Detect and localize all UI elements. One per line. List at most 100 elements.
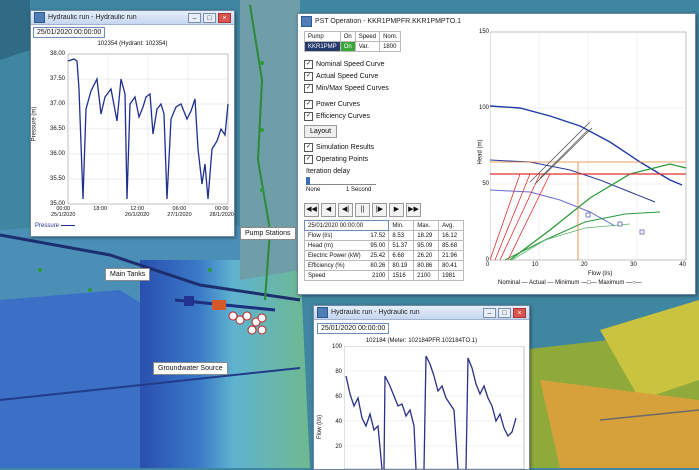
checkbox-icon[interactable]: ✓ — [304, 59, 313, 69]
simulation-results-checkbox[interactable]: ✓ Simulation Results — [304, 142, 374, 152]
first-frame-button[interactable]: ◀◀ — [304, 203, 319, 217]
app-icon — [301, 15, 312, 27]
checkbox-icon[interactable]: ✓ — [304, 154, 313, 164]
chart-title: 102184 (Meter: 102184PFR.102184TO.1) — [365, 338, 478, 344]
hydrant-chart-window[interactable]: Hydraulic run - Hydraulic run – □ × 25/0… — [30, 10, 235, 237]
row-current: 2100 — [372, 272, 386, 279]
pump-chart-xlabel: Flow (l/s) — [588, 271, 613, 277]
row-name: Head (m) — [308, 242, 334, 249]
meter-flow-chart[interactable] — [344, 346, 526, 469]
pump-id-cell[interactable]: KKR1PMP — [304, 41, 341, 52]
cell-max: 2100 — [413, 270, 440, 281]
y-axis-label: Flow (l/s) — [317, 414, 324, 440]
efficiency-curves-checkbox[interactable]: ✓ Efficiency Curves — [304, 111, 370, 121]
table-row: Speed 2100 1516 2100 1981 — [303, 270, 464, 281]
x-tick-labels: 00:00 25/1/2020 18:00 12:00 26/1/2020 06:0… — [51, 206, 234, 218]
step-back-button[interactable]: ◀ — [321, 203, 336, 217]
col-header: On — [339, 31, 356, 42]
cell-avg: 80.41 — [438, 260, 464, 271]
cell-avg: 1981 — [438, 270, 464, 281]
checkbox-icon[interactable]: ✓ — [304, 99, 313, 109]
col-header: Pump — [304, 31, 341, 42]
row-current: 80.26 — [370, 262, 386, 269]
efficiency-curve-2 — [504, 211, 661, 261]
back-button[interactable]: ◀| — [338, 203, 353, 217]
table-row[interactable]: KKR1PMP On Var. 1800 — [304, 41, 402, 52]
slider-thumb[interactable] — [306, 177, 310, 185]
row-name: Efficiency (%) — [308, 262, 345, 269]
close-icon[interactable]: × — [218, 12, 231, 23]
pump-nominal-cell[interactable]: 1800 — [379, 41, 402, 52]
forward-button[interactable]: |▶ — [372, 203, 387, 217]
cell-min: 51.37 — [388, 240, 415, 251]
row-current: 17.52 — [370, 232, 386, 239]
pump-curve-chart[interactable] — [490, 30, 690, 264]
row-name: Speed — [308, 272, 326, 279]
window-title: Hydraulic run - Hydraulic run — [331, 309, 420, 316]
checkbox-icon[interactable]: ✓ — [304, 71, 313, 81]
row-name: Electric Power (kW) — [308, 252, 361, 259]
cell-max: 18.29 — [413, 230, 440, 241]
cell-avg: 16.12 — [438, 230, 464, 241]
minimize-icon[interactable]: – — [188, 12, 201, 23]
window-title: PST Operation - KKR1PMPFR.KKR1PMPTO.1 — [315, 17, 462, 25]
cell-min: 1516 — [388, 270, 415, 281]
hydrant-window-titlebar[interactable]: Hydraulic run - Hydraulic run – □ × — [31, 11, 234, 25]
nominal-speed-checkbox[interactable]: ✓ Nominal Speed Curve — [304, 59, 385, 69]
timestamp-field[interactable]: 25/01/2020 00:00:00 — [303, 220, 390, 231]
row-name: Flow (l/s) — [308, 232, 333, 239]
table-row: Electric Power (kW) 25.42 6.68 26.20 21.9… — [303, 250, 464, 261]
window-title: Hydraulic run - Hydraulic run — [48, 14, 137, 21]
cell-max: 26.20 — [413, 250, 440, 261]
pump-table[interactable]: Pump On Speed Nom. KKR1PMP On Var. 1800 — [304, 31, 402, 52]
cell-avg: 85.68 — [438, 240, 464, 251]
timestamp-field[interactable]: 25/01/2020 00:00:00 — [317, 323, 390, 334]
checkbox-icon[interactable]: ✓ — [304, 142, 313, 152]
groundwater-source-label[interactable]: Groundwater Source — [153, 362, 228, 375]
chart-legend: Pressure — [35, 223, 75, 229]
min-speed-curve — [490, 189, 616, 227]
cell-min: 6.68 — [388, 250, 415, 261]
chart-title: 102354 (Hydrant: 102354) — [97, 41, 168, 47]
maximize-icon[interactable]: □ — [498, 307, 511, 318]
col-header: Nom. — [379, 31, 402, 42]
minimize-icon[interactable]: – — [483, 307, 496, 318]
operating-points — [529, 121, 593, 185]
y-tick-labels: 100 80 60 40 20 — [331, 344, 342, 450]
iteration-delay-slider[interactable] — [306, 177, 376, 185]
play-button[interactable]: ▶ — [389, 203, 404, 217]
meter-window-titlebar[interactable]: Hydraulic run - Hydraulic run – □ × — [314, 306, 529, 320]
close-icon[interactable]: × — [513, 307, 526, 318]
pump-chart-yticks: 150 100 50 0 — [478, 29, 489, 263]
pump-stations-label[interactable]: Pump Stations — [240, 227, 296, 240]
pressure-chart[interactable] — [31, 49, 234, 234]
timestamp-field[interactable]: 25/01/2020 00:00:00 — [33, 27, 106, 38]
table-header: 25/01/2020 00:00:00 Min. Max. Avg. — [303, 220, 464, 231]
pump-on-cell[interactable]: On — [339, 41, 356, 52]
layout-button[interactable]: Layout — [304, 125, 338, 138]
main-tanks-label[interactable]: Main Tanks — [105, 268, 151, 281]
delay-min-label: None — [306, 187, 321, 193]
actual-speed-checkbox[interactable]: ✓ Actual Speed Curve — [304, 71, 379, 81]
table-row: Flow (l/s) 17.52 8.53 18.29 16.12 — [303, 230, 464, 241]
delay-max-label: 1 Second — [346, 187, 372, 193]
pst-operation-window[interactable]: PST Operation - KKR1PMPFR.KKR1PMPTO.1 Pu… — [297, 13, 696, 295]
checkbox-icon[interactable]: ✓ — [304, 111, 313, 121]
minmax-speed-checkbox[interactable]: ✓ Min/Max Speed Curves — [304, 83, 389, 93]
cell-avg: 21.96 — [438, 250, 464, 261]
maximize-icon[interactable]: □ — [203, 12, 216, 23]
results-table[interactable]: 25/01/2020 00:00:00 Min. Max. Avg. Flow … — [303, 220, 464, 281]
table-row: Head (m) 95.00 51.37 95.09 85.68 — [303, 240, 464, 251]
pump-speed-cell[interactable]: Var. — [354, 41, 381, 52]
pause-button[interactable]: || — [355, 203, 370, 217]
meter-chart-window[interactable]: Hydraulic run - Hydraulic run – □ × 25/0… — [313, 305, 530, 470]
operating-points-checkbox[interactable]: ✓ Operating Points — [304, 154, 369, 164]
checkbox-icon[interactable]: ✓ — [304, 83, 313, 93]
last-frame-button[interactable]: ▶▶ — [406, 203, 421, 217]
pst-window-titlebar[interactable]: PST Operation - KKR1PMPFR.KKR1PMPTO.1 — [298, 14, 695, 28]
table-row: Efficiency (%) 80.26 80.19 80.86 80.41 — [303, 260, 464, 271]
cell-min: 80.19 — [388, 260, 415, 271]
col-header: Min. — [388, 220, 415, 231]
power-curve — [511, 223, 631, 261]
power-curves-checkbox[interactable]: ✓ Power Curves — [304, 99, 360, 109]
